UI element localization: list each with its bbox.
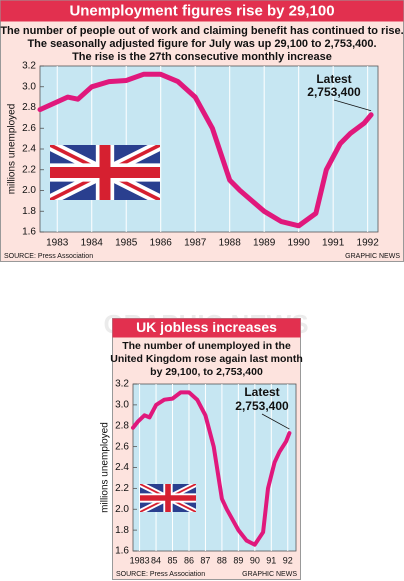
y-axis-label: millions unemployed xyxy=(100,422,111,513)
chart-title: Unemployment figures rise by 29,100 xyxy=(69,2,334,19)
subtitle: by 29,100, to 2,753,400 xyxy=(150,366,263,378)
y-tick-label: 1.6 xyxy=(115,546,129,557)
x-tick-label: 91 xyxy=(266,555,276,565)
x-tick-label: 85 xyxy=(168,555,178,565)
y-tick-label: 2.6 xyxy=(115,441,129,452)
line xyxy=(131,390,292,547)
y-axis-label: millions unemployed xyxy=(7,104,18,195)
credit: GRAPHIC NEWS xyxy=(242,571,297,578)
chart-title: UK jobless increases xyxy=(136,319,277,335)
x-tick-label: 1991 xyxy=(322,238,345,249)
subtitle: United Kingdom rose again last month xyxy=(110,353,303,365)
y-tick-label: 1.8 xyxy=(22,206,36,217)
y-tick-label: 2.2 xyxy=(22,164,36,175)
annotation: Latest xyxy=(244,385,279,399)
annotation: 2,753,400 xyxy=(235,399,289,413)
subtitle: The rise is the 27th consecutive monthly… xyxy=(72,51,332,63)
credit: GRAPHIC NEWS xyxy=(345,253,400,260)
x-tick-label: 1985 xyxy=(115,238,138,249)
union-flag xyxy=(140,484,196,512)
subtitle: The number of people out of work and cla… xyxy=(0,25,403,37)
plot-area xyxy=(132,383,297,552)
x-tick-label: 1984 xyxy=(81,238,104,249)
subtitle: The seasonally adjusted figure for July … xyxy=(27,38,376,50)
x-tick-label: 90 xyxy=(250,555,260,565)
annotation: Latest xyxy=(316,72,351,86)
x-tick-label: 86 xyxy=(184,555,194,565)
x-tick-label: 1983 xyxy=(130,555,150,565)
x-tick-label: 1992 xyxy=(357,238,380,249)
y-tick-label: 2.2 xyxy=(115,483,129,494)
y-tick-label: 3.0 xyxy=(22,81,36,92)
x-tick-label: 1988 xyxy=(219,238,242,249)
x-tick-label: 84 xyxy=(151,555,161,565)
subtitle: The number of unemployed in the xyxy=(122,340,291,352)
y-tick-label: 2.0 xyxy=(115,504,129,515)
y-tick-label: 2.6 xyxy=(22,123,36,134)
x-tick-label: 1989 xyxy=(253,238,276,249)
y-tick-label: 3.2 xyxy=(22,61,36,72)
annotation-pointer xyxy=(333,99,372,112)
x-tick-label: 92 xyxy=(283,555,293,565)
y-tick-label: 1.8 xyxy=(115,525,129,536)
line xyxy=(37,71,374,229)
x-tick-label: 1983 xyxy=(46,238,69,249)
x-tick-label: 88 xyxy=(217,555,227,565)
annotation-pointer xyxy=(261,413,290,430)
y-tick-label: 2.4 xyxy=(115,462,129,473)
x-tick-label: 1990 xyxy=(288,238,311,249)
x-tick-label: 89 xyxy=(233,555,243,565)
x-tick-label: 1986 xyxy=(150,238,173,249)
title-band xyxy=(0,0,404,22)
y-tick-label: 2.0 xyxy=(22,185,36,196)
y-tick-label: 2.8 xyxy=(22,102,36,113)
y-tick-label: 3.0 xyxy=(115,400,129,411)
x-tick-label: 1987 xyxy=(184,238,207,249)
annotation: 2,753,400 xyxy=(307,85,361,99)
y-tick-label: 2.4 xyxy=(22,144,36,155)
y-tick-label: 2.8 xyxy=(115,420,129,431)
source: SOURCE: Press Association xyxy=(4,253,93,260)
union-flag xyxy=(50,145,160,200)
y-tick-label: 3.2 xyxy=(115,379,129,390)
x-tick-label: 87 xyxy=(200,555,210,565)
title-band xyxy=(112,318,301,338)
source: SOURCE: Press Association xyxy=(116,571,205,578)
y-tick-label: 1.6 xyxy=(22,227,36,238)
